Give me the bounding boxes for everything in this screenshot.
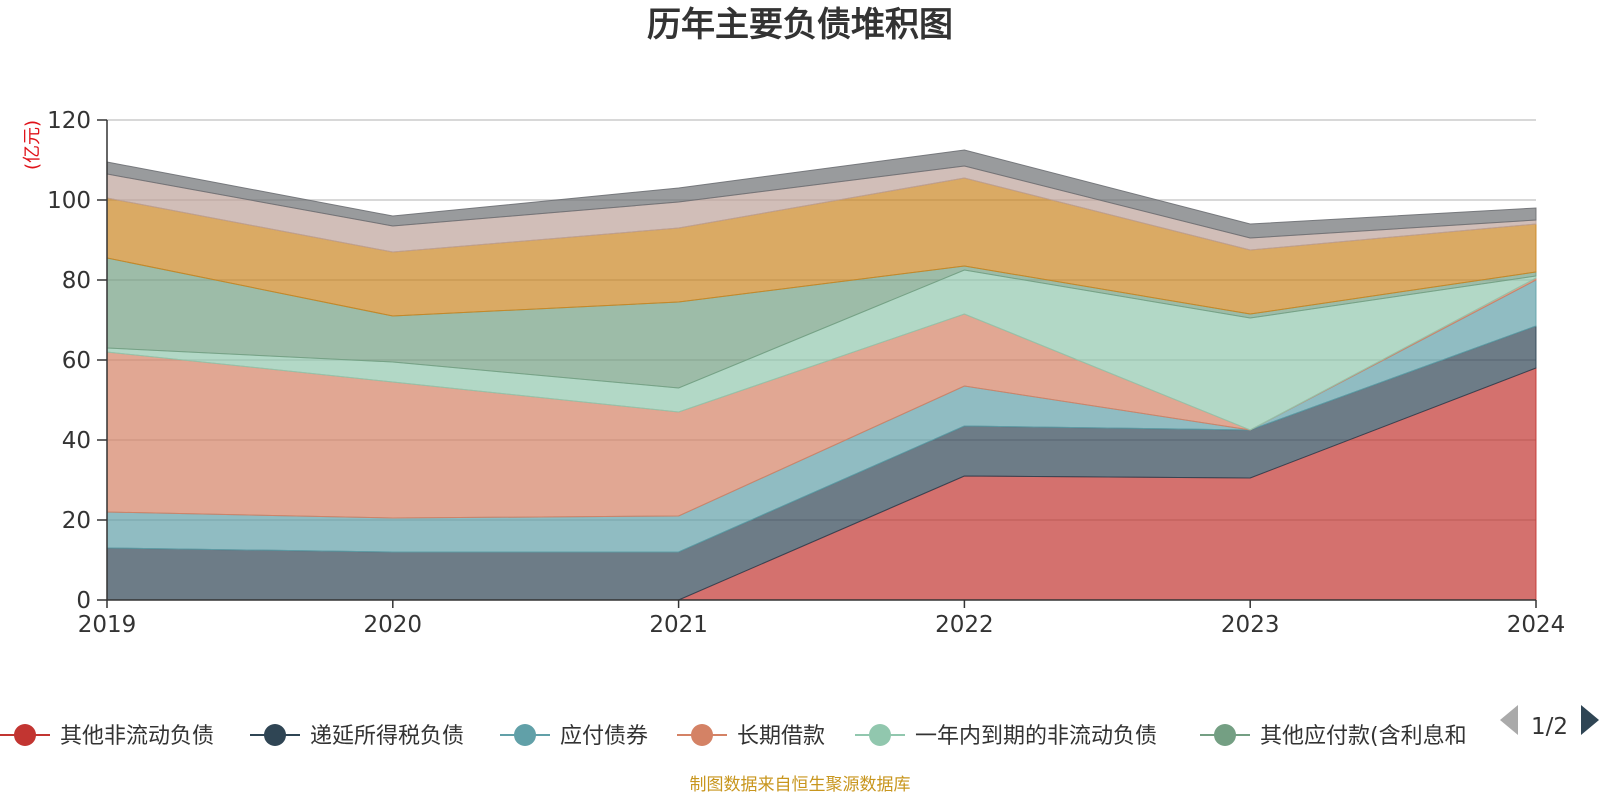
legend-circle-icon bbox=[14, 724, 36, 746]
legend-item-1[interactable]: 其他非流动负债 bbox=[0, 724, 214, 749]
area-series bbox=[106, 149, 1537, 601]
x-tick-label-2020: 2020 bbox=[364, 612, 423, 638]
legend-circle-icon bbox=[514, 724, 536, 746]
legend-item-4[interactable]: 长期借款 bbox=[677, 724, 825, 749]
y-tick-label-60: 60 bbox=[62, 348, 91, 374]
legend-label: 其他应付款(含利息和 bbox=[1260, 724, 1467, 749]
chart-title: 历年主要负债堆积图 bbox=[647, 5, 953, 45]
legend: 其他非流动负债 递延所得税负债 应付债券 长期借款 一年内到期的非流动负债 其他应付款(含… bbox=[0, 724, 1467, 749]
x-tick-label-2024: 2024 bbox=[1507, 612, 1566, 638]
legend-page-indicator: 1/2 bbox=[1531, 714, 1568, 740]
legend-item-5[interactable]: 一年内到期的非流动负债 bbox=[855, 724, 1157, 749]
legend-circle-icon bbox=[264, 724, 286, 746]
legend-item-6[interactable]: 其他应付款(含利息和 bbox=[1200, 724, 1467, 749]
x-tick-label-2021: 2021 bbox=[649, 612, 708, 638]
legend-circle-icon bbox=[1214, 724, 1236, 746]
y-tick-label-20: 20 bbox=[62, 508, 91, 534]
y-tick-label-100: 100 bbox=[47, 188, 91, 214]
source-note: 制图数据来自恒生聚源数据库 bbox=[690, 775, 911, 795]
legend-label: 长期借款 bbox=[737, 724, 825, 749]
x-tick-label-2019: 2019 bbox=[78, 612, 137, 638]
y-tick-label-80: 80 bbox=[62, 268, 91, 294]
legend-label: 应付债券 bbox=[560, 724, 648, 749]
legend-label: 递延所得税负债 bbox=[310, 724, 464, 749]
y-tick-label-0: 0 bbox=[76, 588, 91, 614]
legend-item-3[interactable]: 应付债券 bbox=[500, 724, 648, 749]
x-tick-label-2022: 2022 bbox=[935, 612, 994, 638]
legend-pager: 1/2 bbox=[1500, 705, 1599, 740]
y-axis-unit-label: (亿元) bbox=[22, 120, 43, 170]
y-tick-label-40: 40 bbox=[62, 428, 91, 454]
area-series-9 bbox=[106, 149, 1537, 239]
legend-item-2[interactable]: 递延所得税负债 bbox=[250, 724, 464, 749]
x-tick-label-2023: 2023 bbox=[1221, 612, 1280, 638]
legend-label: 其他非流动负债 bbox=[60, 724, 214, 749]
y-axis-ticks: 0 20 40 60 80 100 120 bbox=[47, 108, 107, 614]
x-axis-ticks: 2019 2020 2021 2022 2023 2024 bbox=[78, 600, 1566, 638]
y-tick-label-120: 120 bbox=[47, 108, 91, 134]
legend-circle-icon bbox=[869, 724, 891, 746]
legend-next-arrow-icon[interactable] bbox=[1581, 705, 1599, 735]
legend-prev-arrow-icon[interactable] bbox=[1500, 705, 1518, 735]
legend-circle-icon bbox=[691, 724, 713, 746]
legend-label: 一年内到期的非流动负债 bbox=[915, 724, 1157, 749]
